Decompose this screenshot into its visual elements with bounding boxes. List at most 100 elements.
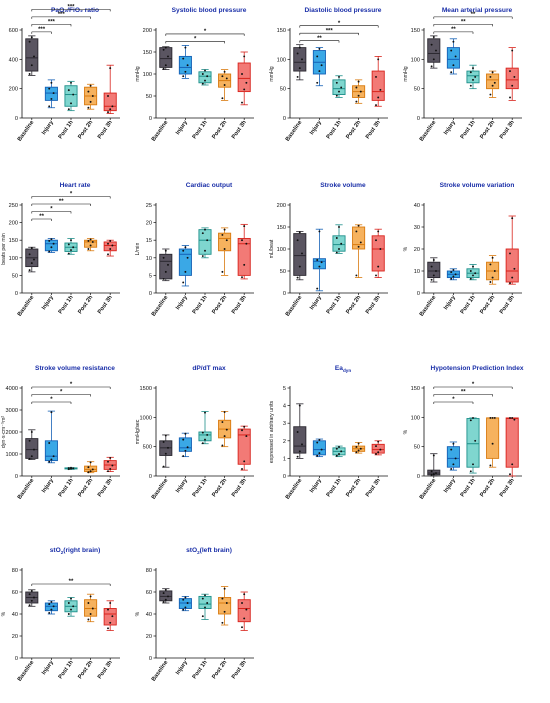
box-post-3h: [237, 223, 251, 280]
chart-title: Mean arterial pressure: [442, 7, 513, 14]
x-tick-label: Baseline: [151, 477, 170, 501]
box-iqr: [312, 258, 326, 270]
data-point: [223, 84, 226, 86]
y-tick-label: 80: [12, 568, 18, 574]
box-iqr: [103, 608, 117, 626]
data-point: [432, 454, 435, 457]
data-point: [164, 588, 167, 591]
data-point: [206, 239, 209, 242]
box-injury: [178, 45, 192, 79]
data-point: [474, 75, 477, 78]
box-baseline: [159, 588, 173, 604]
data-point: [182, 455, 185, 458]
y-tick-label: 60: [12, 590, 18, 596]
data-point: [452, 463, 455, 466]
data-point: [28, 269, 31, 272]
data-point: [109, 67, 112, 70]
x-tick-label: Injury: [443, 477, 457, 494]
data-point: [186, 602, 189, 604]
data-point: [375, 239, 377, 242]
data-point: [162, 441, 165, 443]
sig-label: *: [60, 390, 63, 396]
data-point: [513, 75, 516, 78]
box-iqr: [237, 237, 251, 276]
x-tick-label: Baseline: [419, 119, 438, 143]
chart-title: Systolic blood pressure: [172, 7, 247, 14]
y-tick-label: 3000: [6, 408, 18, 414]
data-point: [450, 49, 453, 52]
box-post-2h: [84, 461, 98, 474]
data-point: [318, 452, 321, 455]
x-tick-label: Injury: [175, 477, 189, 494]
data-point: [469, 270, 472, 272]
x-tick-label: Post 1h: [192, 477, 209, 498]
data-point: [452, 40, 455, 43]
y-axis-label: mmHg: [403, 66, 409, 81]
box-injury: [178, 596, 192, 612]
box-iqr: [178, 598, 192, 609]
x-tick-label: Post 3h: [97, 294, 114, 315]
data-point: [186, 64, 189, 67]
x-tick-label: Post 3h: [97, 477, 114, 498]
y-tick-label: 0: [149, 656, 152, 662]
data-point: [241, 468, 243, 470]
box-baseline: [25, 589, 39, 607]
box-iqr: [64, 85, 78, 107]
data-point: [377, 96, 380, 99]
x-tick-label: Baseline: [285, 477, 304, 501]
box-post-3h: [505, 416, 519, 477]
box-iqr: [486, 417, 500, 459]
data-point: [225, 77, 228, 80]
y-tick-label: 200: [143, 28, 152, 34]
chart-title-suffix: (left brain): [200, 547, 232, 554]
data-point: [48, 250, 51, 253]
chart-title-text: Cardiac output: [186, 182, 233, 189]
data-point: [469, 71, 472, 74]
data-point: [243, 55, 246, 58]
box-baseline: [293, 44, 307, 81]
box-post-2h: [352, 224, 366, 279]
sig-label: **: [39, 214, 44, 220]
x-tick-label: Baseline: [151, 659, 170, 683]
data-point: [67, 89, 70, 92]
x-tick-label: Post 2h: [77, 659, 94, 680]
data-point: [89, 461, 92, 464]
box-post-3h: [103, 64, 117, 114]
y-tick-label: 60: [146, 590, 152, 596]
data-point: [338, 75, 340, 78]
data-point: [318, 230, 321, 233]
data-point: [509, 282, 511, 285]
box-injury: [44, 410, 58, 464]
box-iqr: [505, 417, 519, 468]
sig-label: *: [70, 382, 73, 388]
box-post-1h: [466, 416, 480, 474]
x-tick-label: Post 3h: [231, 477, 248, 498]
box-baseline: [159, 46, 173, 70]
y-axis-label: mmHg/sec: [135, 419, 141, 444]
data-point: [67, 613, 70, 615]
data-point: [221, 597, 224, 600]
box-post-2h: [218, 586, 232, 626]
y-axis-label: mmHg: [135, 66, 141, 81]
data-point: [338, 248, 340, 250]
data-point: [243, 617, 246, 620]
x-tick-label: Post 1h: [326, 294, 343, 315]
box-iqr: [44, 440, 58, 462]
data-point: [296, 455, 299, 458]
box-iqr: [178, 55, 192, 75]
box-iqr: [103, 241, 117, 252]
data-point: [223, 587, 226, 590]
box-post-3h: [103, 456, 117, 473]
data-point: [30, 431, 33, 433]
data-point: [377, 265, 380, 268]
y-tick-label: 30: [414, 225, 420, 231]
data-point: [320, 64, 323, 67]
data-point: [245, 242, 248, 245]
data-point: [511, 463, 514, 466]
data-point: [107, 608, 109, 611]
box-post-3h: [237, 425, 251, 471]
data-point: [201, 232, 204, 235]
y-tick-label: 100: [9, 256, 18, 262]
data-point: [320, 448, 323, 451]
data-point: [206, 433, 209, 436]
